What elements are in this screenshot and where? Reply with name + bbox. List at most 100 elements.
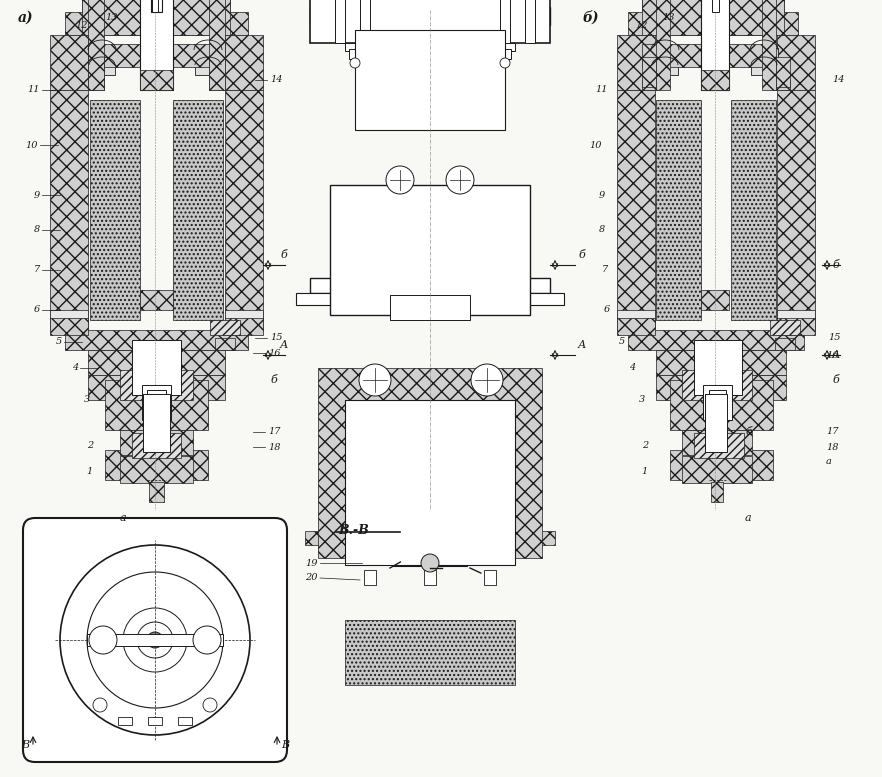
Bar [775, 338, 795, 350]
Bar [152, 0, 158, 12]
Circle shape [123, 608, 187, 672]
Bar [209, 57, 223, 87]
Text: а: а [745, 513, 751, 523]
Bar [89, 65, 115, 75]
Bar [777, 90, 815, 330]
Bar [617, 90, 655, 330]
Bar [82, 0, 230, 35]
Bar [118, 717, 132, 725]
Text: 10: 10 [589, 141, 602, 149]
Text: 12: 12 [76, 20, 88, 30]
Bar [178, 717, 192, 725]
Bar [701, 0, 729, 90]
Bar [65, 330, 248, 350]
Bar [209, 80, 223, 90]
Bar [617, 318, 655, 335]
Text: А: А [578, 340, 587, 350]
Text: 4: 4 [71, 364, 78, 372]
Circle shape [147, 632, 163, 648]
Bar [751, 65, 777, 75]
Bar [762, 0, 776, 90]
Text: В: В [281, 740, 289, 750]
Text: 5: 5 [56, 337, 62, 347]
Bar [750, 48, 778, 60]
Circle shape [500, 58, 510, 68]
Bar [140, 70, 173, 90]
Text: 14: 14 [832, 75, 844, 85]
Text: 3: 3 [84, 395, 90, 405]
Bar [656, 375, 786, 400]
Circle shape [203, 698, 217, 712]
Bar [88, 350, 225, 375]
Bar [151, 0, 162, 12]
Bar [388, 430, 472, 488]
Bar [500, 0, 510, 43]
Bar [777, 35, 815, 90]
Text: а: а [120, 513, 127, 523]
Bar [642, 0, 784, 12]
Text: 20: 20 [305, 573, 318, 583]
Bar [88, 0, 104, 90]
Text: б: б [832, 260, 839, 270]
Bar [731, 100, 776, 320]
Text: 6: 6 [34, 305, 40, 315]
Bar [345, 620, 515, 685]
Bar [194, 48, 222, 60]
Bar [364, 570, 376, 585]
Text: 14: 14 [270, 75, 282, 85]
Bar [375, 428, 485, 488]
Bar [628, 12, 798, 35]
Bar [50, 318, 88, 335]
Bar [652, 65, 678, 75]
Bar [215, 338, 235, 350]
Bar [318, 368, 542, 558]
Bar [711, 482, 723, 502]
Text: 17: 17 [268, 427, 280, 437]
Bar [360, 0, 370, 43]
Bar [50, 35, 88, 90]
Text: 8: 8 [599, 225, 605, 235]
Text: 15: 15 [828, 333, 841, 343]
Bar [484, 570, 496, 585]
Bar [82, 0, 230, 12]
Bar [345, 43, 365, 51]
Text: 5: 5 [619, 337, 625, 347]
Bar [642, 80, 656, 90]
Text: 16: 16 [826, 350, 839, 360]
Bar [310, 7, 550, 25]
Bar [65, 12, 248, 35]
Bar [656, 350, 786, 375]
Text: В.-В: В.-В [338, 524, 369, 536]
Bar [310, 278, 550, 293]
Bar [682, 456, 752, 483]
Bar [499, 49, 511, 59]
Bar [310, 0, 550, 43]
Text: В: В [21, 740, 29, 750]
Text: б: б [745, 427, 751, 437]
Bar [355, 30, 505, 130]
Bar [390, 295, 470, 320]
Bar [225, 35, 263, 90]
Text: 1: 1 [86, 468, 93, 476]
Bar [537, 531, 555, 545]
Bar [335, 0, 345, 43]
Bar [355, 521, 505, 535]
Ellipse shape [456, 555, 468, 562]
Text: б): б) [582, 11, 599, 25]
Bar [617, 35, 655, 90]
Bar [296, 293, 564, 305]
Bar [651, 48, 679, 60]
Text: 18: 18 [268, 442, 280, 451]
Bar [90, 57, 104, 87]
Bar [330, 0, 530, 10]
Text: а: а [826, 458, 832, 466]
Bar [670, 350, 773, 375]
Bar [149, 482, 164, 502]
FancyBboxPatch shape [23, 518, 287, 762]
Polygon shape [330, 445, 530, 490]
Bar [705, 394, 727, 452]
Text: 13: 13 [106, 13, 118, 23]
Bar [105, 380, 208, 430]
Text: 13: 13 [662, 13, 675, 23]
Bar [150, 0, 160, 14]
